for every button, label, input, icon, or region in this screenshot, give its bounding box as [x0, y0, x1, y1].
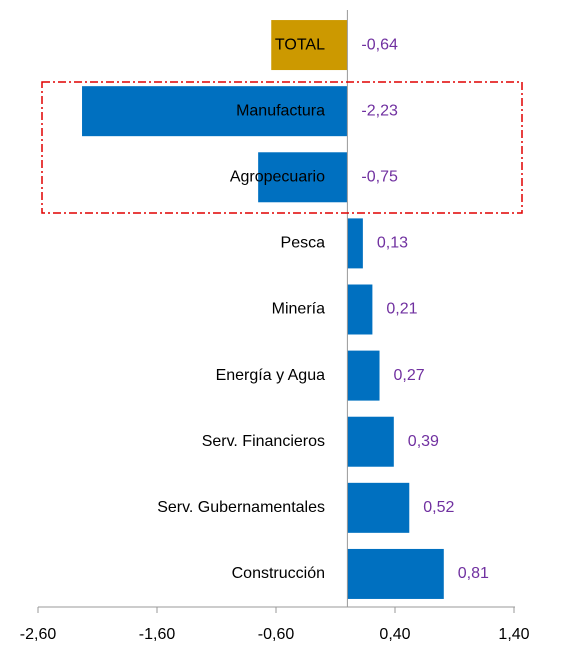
value-label: 0,27: [394, 367, 425, 384]
x-tick-label: 0,40: [379, 626, 410, 643]
value-label: 0,39: [408, 433, 439, 450]
category-label: Serv. Financieros: [202, 433, 325, 450]
bar: [347, 218, 363, 269]
bar: [347, 416, 394, 467]
x-tick-label: -2,60: [20, 626, 57, 643]
bar: [82, 86, 348, 137]
category-label: Construcción: [232, 565, 325, 582]
category-label: Energía y Agua: [216, 367, 326, 384]
plot: TOTAL -0,64 Manufactura -2,23 Agropecuario -0…: [20, 10, 530, 643]
highlight-box: [41, 81, 523, 214]
value-label: -2,23: [361, 102, 398, 119]
value-label: 0,13: [377, 235, 408, 252]
category-label: Serv. Gubernamentales: [157, 499, 325, 516]
x-tick-label: 1,40: [498, 626, 529, 643]
bar: [347, 284, 373, 335]
x-tick-label: -1,60: [139, 626, 176, 643]
category-label: TOTAL: [275, 36, 325, 53]
value-label: 0,52: [423, 499, 454, 516]
category-label: Manufactura: [236, 102, 325, 119]
category-label: Minería: [272, 301, 325, 318]
bar: [258, 152, 348, 203]
category-label: Pesca: [281, 235, 326, 252]
category-label: Agropecuario: [230, 168, 325, 185]
bar: [271, 20, 348, 71]
x-tick-label: -0,60: [258, 626, 295, 643]
bar: [347, 350, 380, 401]
value-label: 0,21: [386, 301, 417, 318]
bar: [347, 548, 444, 599]
value-label: -0,75: [361, 168, 398, 185]
bar: [347, 482, 410, 533]
value-label: -0,64: [361, 36, 398, 53]
value-label: 0,81: [458, 565, 489, 582]
